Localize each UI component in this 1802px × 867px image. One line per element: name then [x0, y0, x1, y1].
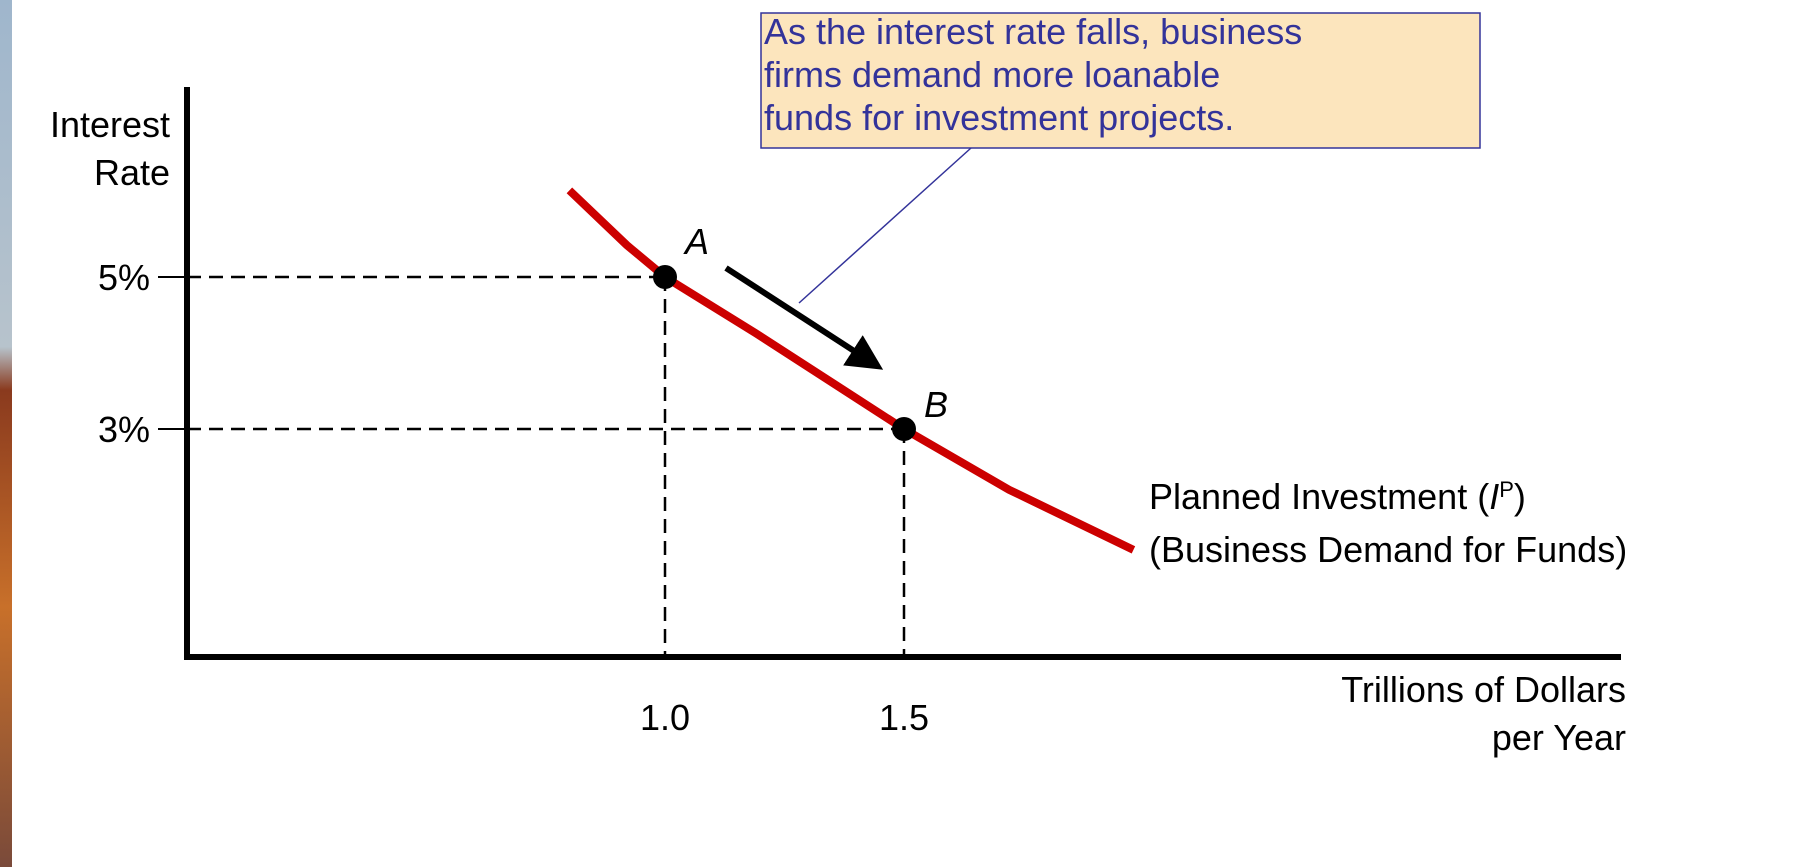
callout-text: funds for investment projects. [764, 97, 1234, 138]
y-axis-label: Interest [50, 104, 170, 145]
curve-label-suffix: ) [1514, 476, 1526, 517]
point-label: B [924, 384, 948, 425]
callout-text: firms demand more loanable [764, 54, 1220, 95]
y-tick-label: 5% [98, 257, 150, 298]
y-tick-label: 3% [98, 409, 150, 450]
curve-label-italic: I [1489, 476, 1499, 517]
curve-label: (Business Demand for Funds) [1149, 529, 1627, 570]
x-axis-label: Trillions of Dollars [1341, 669, 1626, 710]
callout-text: As the interest rate falls, business [764, 11, 1302, 52]
demand-curve [566, 187, 1136, 554]
y-axis-label: Rate [94, 152, 170, 193]
curve-label: Planned Investment (IP) [1149, 476, 1526, 517]
callout-pointer [798, 147, 972, 304]
curve-label-sup: P [1499, 477, 1514, 502]
point [653, 265, 677, 289]
point [892, 417, 916, 441]
background-strip [0, 0, 12, 867]
point-label: A [683, 221, 709, 262]
x-tick-label: 1.0 [640, 697, 690, 738]
movement-arrow [724, 265, 884, 370]
x-tick-label: 1.5 [879, 697, 929, 738]
x-axis-label: per Year [1492, 717, 1626, 758]
curve-label-prefix: Planned Investment ( [1149, 476, 1489, 517]
callout-box [760, 12, 1481, 149]
